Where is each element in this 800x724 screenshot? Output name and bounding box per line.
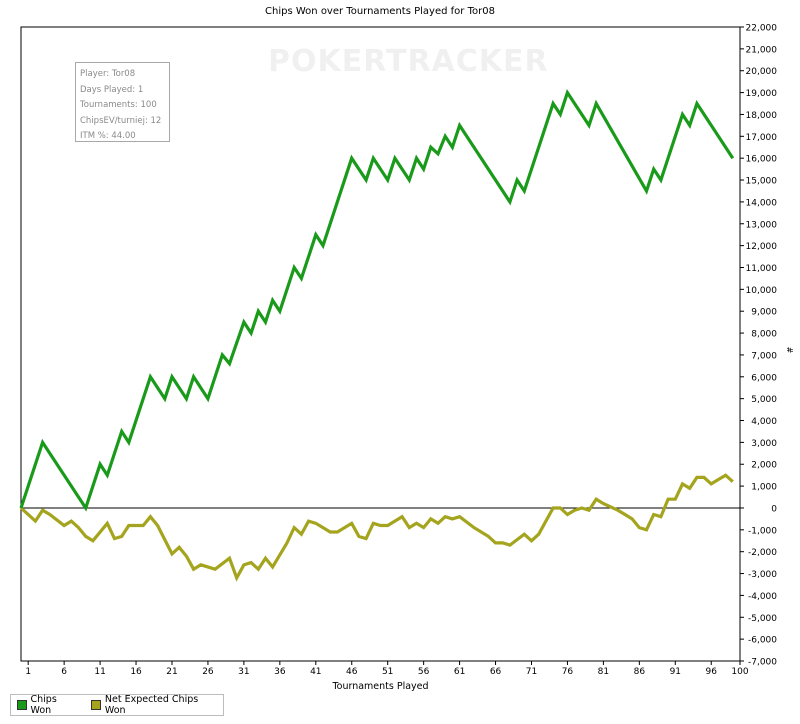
y-tick-label: 8,000 xyxy=(751,330,777,340)
legend-label-chips-won: Chips Won xyxy=(30,694,57,716)
stat-days-played: Days Played: 1 xyxy=(80,84,144,95)
x-tick-label: 76 xyxy=(562,667,574,677)
y-tick-label: 17,000 xyxy=(746,133,778,143)
y-tick-label: 21,000 xyxy=(746,45,778,55)
x-tick-label: 56 xyxy=(418,667,430,677)
series-layer xyxy=(19,88,735,582)
y-tick-label: -6,000 xyxy=(748,636,777,646)
y-tick-label: -2,000 xyxy=(748,548,777,558)
legend-item-net-expected[interactable]: Net Expected Chips Won xyxy=(91,694,215,716)
y-tick-label: 16,000 xyxy=(746,155,778,165)
legend-item-chips-won[interactable]: Chips Won xyxy=(17,694,77,716)
y-tick-label: -5,000 xyxy=(748,614,777,624)
y-tick-label: -4,000 xyxy=(748,592,777,602)
y-tick-label: -1,000 xyxy=(748,526,777,536)
stats-box: Player: Tor08 Days Played: 1 Tournaments… xyxy=(75,62,170,142)
y-axis-label: # xyxy=(785,347,794,354)
x-tick-label: 96 xyxy=(706,667,718,677)
x-tick-label: 41 xyxy=(310,667,321,677)
y-tick-label: 0 xyxy=(771,504,777,514)
chart-title-text: Chips Won over Tournaments Played for To… xyxy=(265,6,495,17)
x-tick-label: 81 xyxy=(598,667,609,677)
y-tick-label: 14,000 xyxy=(746,198,778,208)
legend-label-net-expected: Net Expected Chips Won xyxy=(104,694,199,716)
x-tick-label: 11 xyxy=(94,667,105,677)
y-tick-label: -7,000 xyxy=(748,658,777,668)
series-line-chips-won xyxy=(19,88,735,512)
legend: Chips Won Net Expected Chips Won xyxy=(10,694,224,716)
y-tick-label: 4,000 xyxy=(751,417,777,427)
y-tick-label: 22,000 xyxy=(746,24,778,34)
x-axis-label: Tournaments Played xyxy=(331,681,428,692)
x-tick-label: 26 xyxy=(202,667,214,677)
x-tick-label: 66 xyxy=(490,667,502,677)
y-tick-label: 12,000 xyxy=(746,242,778,252)
axis-layer: 22,00021,00020,00019,00018,00017,00016,0… xyxy=(25,24,794,693)
y-tick-label: 18,000 xyxy=(746,111,778,121)
y-tick-label: -3,000 xyxy=(748,570,777,580)
y-tick-label: 10,000 xyxy=(746,286,778,296)
x-tick-label: 51 xyxy=(382,667,393,677)
x-tick-label: 86 xyxy=(634,667,646,677)
x-tick-label: 36 xyxy=(274,667,286,677)
y-tick-label: 20,000 xyxy=(746,67,778,77)
x-tick-label: 6 xyxy=(61,667,67,677)
y-tick-label: 5,000 xyxy=(751,395,777,405)
series-line-net-expected-chips-won xyxy=(19,473,734,582)
y-tick-label: 11,000 xyxy=(746,264,778,274)
x-tick-label: 61 xyxy=(454,667,465,677)
y-tick-label: 13,000 xyxy=(746,220,778,230)
chart-title: Chips Won over Tournaments Played for To… xyxy=(0,6,760,17)
x-tick-label: 31 xyxy=(238,667,249,677)
x-tick-label: 91 xyxy=(670,667,681,677)
x-tick-label: 100 xyxy=(731,667,748,677)
stat-player: Player: Tor08 xyxy=(80,69,136,79)
x-tick-label: 1 xyxy=(25,667,31,677)
y-tick-label: 3,000 xyxy=(751,439,777,449)
y-tick-label: 2,000 xyxy=(751,461,777,471)
pokertracker-watermark-logo: POKERTRACKER xyxy=(268,44,549,79)
legend-swatch-net-expected xyxy=(91,700,101,710)
legend-swatch-chips-won xyxy=(17,700,27,710)
y-tick-label: 6,000 xyxy=(751,373,777,383)
y-tick-label: 19,000 xyxy=(746,89,778,99)
stat-tournaments: Tournaments: 100 xyxy=(80,100,157,110)
stat-itm: ITM %: 44.00 xyxy=(80,131,136,141)
y-tick-label: 15,000 xyxy=(746,177,778,187)
y-tick-label: 1,000 xyxy=(751,483,777,493)
x-tick-label: 46 xyxy=(346,667,358,677)
x-tick-label: 21 xyxy=(166,667,177,677)
x-tick-label: 71 xyxy=(526,667,537,677)
y-tick-label: 9,000 xyxy=(751,308,777,318)
stat-chipsev: ChipsEV/turniej: 12 xyxy=(80,115,162,126)
x-tick-label: 16 xyxy=(130,667,142,677)
y-tick-label: 7,000 xyxy=(751,351,777,361)
